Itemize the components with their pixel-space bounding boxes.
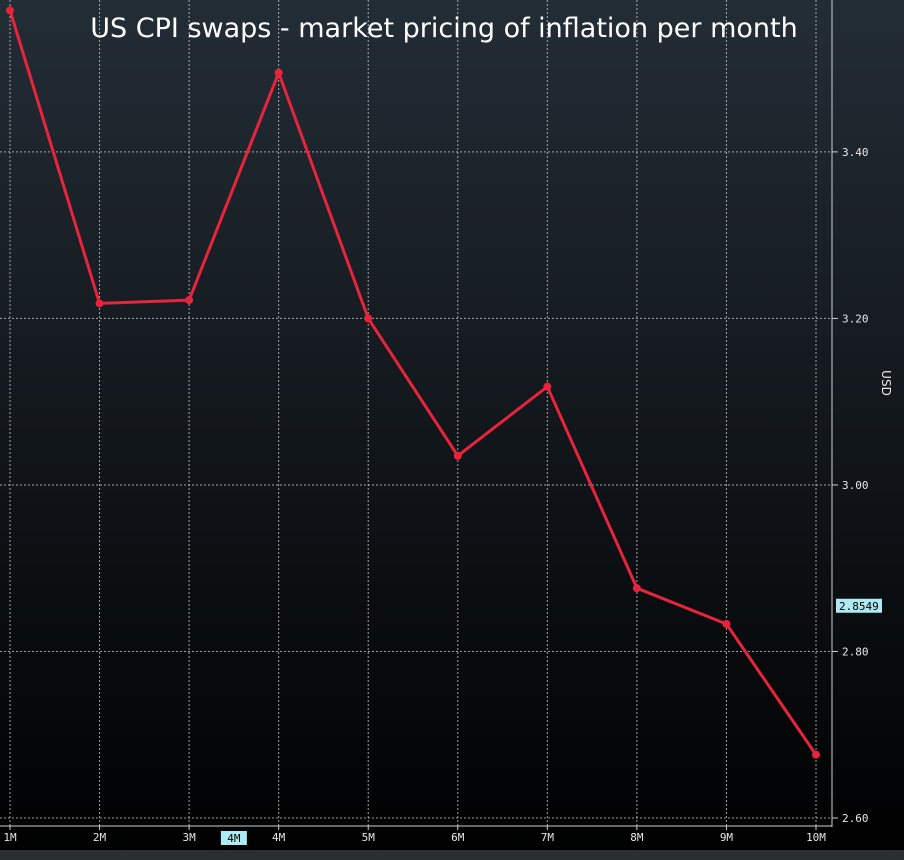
bottom-scrollbar-strip — [0, 850, 904, 860]
labels: US CPI swaps - market pricing of inflati… — [3, 13, 893, 845]
series-line — [8, 9, 818, 756]
data-point — [6, 6, 14, 15]
current-value-label: 2.8549 — [839, 600, 879, 613]
data-point — [453, 451, 462, 460]
current-value-badge-bg — [836, 598, 882, 613]
x-tick-label: 4M — [272, 831, 286, 844]
grid-lines — [0, 0, 832, 826]
y-tick-label: 3.00 — [842, 479, 869, 492]
y-axis-title: USD — [879, 370, 893, 396]
y-tick-label: 3.40 — [842, 146, 869, 159]
data-point — [274, 68, 283, 77]
data-point — [632, 584, 641, 593]
x-tick-label: 1M — [3, 831, 17, 844]
highlighted-category-badge-bg — [220, 831, 247, 845]
x-tick-label: 10M — [806, 831, 826, 844]
data-point — [95, 299, 104, 308]
x-tick-label: 3M — [182, 831, 196, 844]
data-point — [543, 382, 552, 391]
x-tick-label: 8M — [630, 831, 644, 844]
y-tick-label: 2.60 — [842, 812, 869, 825]
y-tick-label: 3.20 — [842, 312, 869, 325]
y-tick-label: 2.80 — [842, 645, 869, 658]
x-tick-label: 7M — [541, 831, 555, 844]
data-point — [722, 619, 731, 628]
series-layer — [6, 6, 820, 759]
x-tick-label: 2M — [93, 831, 107, 844]
x-tick-label: 6M — [451, 831, 465, 844]
x-tick-label: 9M — [720, 831, 734, 844]
data-point — [812, 750, 820, 759]
chart-title: US CPI swaps - market pricing of inflati… — [90, 13, 797, 44]
data-point — [364, 314, 373, 323]
data-point — [185, 296, 194, 305]
x-tick-label: 5M — [362, 831, 376, 844]
highlighted-category-label: 4M — [227, 832, 241, 845]
